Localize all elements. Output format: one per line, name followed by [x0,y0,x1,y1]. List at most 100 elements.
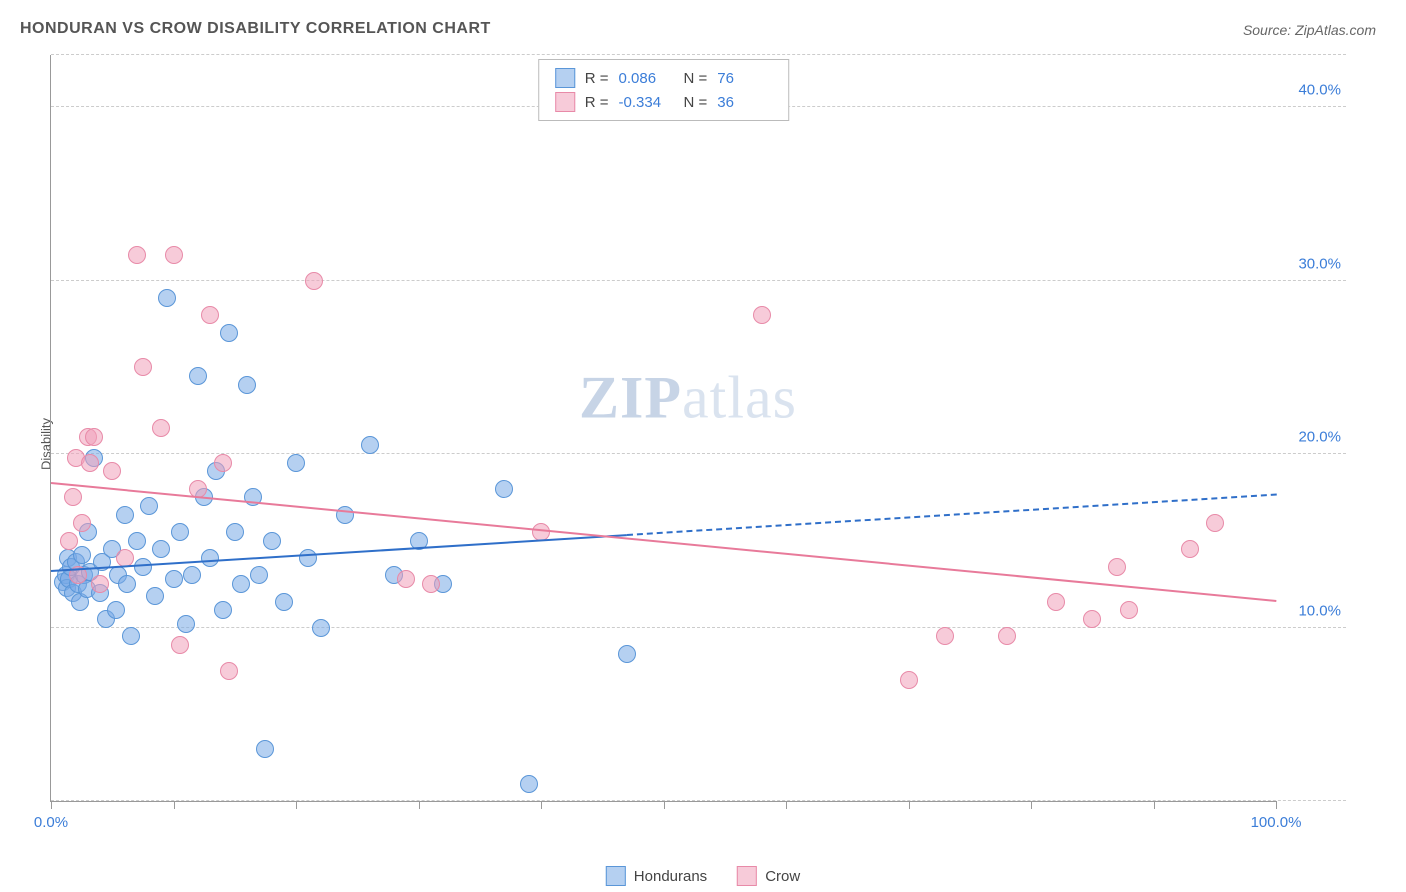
scatter-point [134,558,152,576]
gridline [51,280,1346,281]
scatter-point [495,480,513,498]
r-label: R = [585,94,609,111]
scatter-point [998,627,1016,645]
scatter-point [220,324,238,342]
scatter-point [312,619,330,637]
scatter-point [1181,540,1199,558]
r-value-crow: -0.334 [619,94,674,111]
xtick [419,801,420,809]
scatter-point [220,662,238,680]
scatter-point [1047,593,1065,611]
scatter-point [232,575,250,593]
scatter-point [256,740,274,758]
scatter-point [287,454,305,472]
ytick-label: 20.0% [1286,429,1341,446]
scatter-point [171,523,189,541]
scatter-point [275,593,293,611]
gridline [51,453,1346,454]
legend-label-crow: Crow [765,868,800,885]
source-label: Source: ZipAtlas.com [1243,22,1376,38]
scatter-point [73,546,91,564]
scatter-point [299,549,317,567]
scatter-point [146,587,164,605]
swatch-pink-icon [555,92,575,112]
scatter-point [140,497,158,515]
watermark-rest: atlas [682,365,797,431]
scatter-point [422,575,440,593]
scatter-point [103,462,121,480]
scatter-point [1108,558,1126,576]
scatter-point [91,575,109,593]
swatch-blue-icon [606,866,626,886]
scatter-point [122,627,140,645]
scatter-point [201,549,219,567]
scatter-point [361,436,379,454]
scatter-point [64,488,82,506]
scatter-point [81,454,99,472]
trendline [627,494,1276,536]
gridline [51,627,1346,628]
ytick-label: 40.0% [1286,82,1341,99]
scatter-point [118,575,136,593]
scatter-point [263,532,281,550]
chart-container: Disability R = 0.086 N = 76 R = -0.334 N… [50,55,1346,832]
xtick [174,801,175,809]
scatter-point [397,570,415,588]
gridline [51,54,1346,55]
xtick [51,801,52,809]
swatch-pink-icon [737,866,757,886]
scatter-point [128,246,146,264]
scatter-point [250,566,268,584]
plot-area: R = 0.086 N = 76 R = -0.334 N = 36 ZIPat… [50,55,1276,802]
xtick [909,801,910,809]
legend-item-crow: Crow [737,866,800,886]
xtick [296,801,297,809]
n-value-hondurans: 76 [717,70,772,87]
scatter-point [128,532,146,550]
xtick [541,801,542,809]
legend-row-hondurans: R = 0.086 N = 76 [555,66,773,90]
scatter-point [753,306,771,324]
xtick-label: 0.0% [34,814,68,831]
watermark-bold: ZIP [579,365,682,431]
scatter-point [618,645,636,663]
scatter-point [305,272,323,290]
xtick [1276,801,1277,809]
ytick-label: 10.0% [1286,602,1341,619]
gridline [51,800,1346,801]
scatter-point [107,601,125,619]
scatter-point [226,523,244,541]
scatter-point [1120,601,1138,619]
xtick [786,801,787,809]
r-label: R = [585,70,609,87]
r-value-hondurans: 0.086 [619,70,674,87]
scatter-point [152,419,170,437]
watermark: ZIPatlas [579,364,797,433]
scatter-point [177,615,195,633]
scatter-point [336,506,354,524]
scatter-point [214,454,232,472]
scatter-point [520,775,538,793]
scatter-point [134,358,152,376]
scatter-point [60,532,78,550]
scatter-point [171,636,189,654]
bottom-legend: Hondurans Crow [606,866,800,886]
scatter-point [1206,514,1224,532]
scatter-point [189,367,207,385]
scatter-point [214,601,232,619]
xtick [664,801,665,809]
scatter-point [85,428,103,446]
legend-label-hondurans: Hondurans [634,868,707,885]
scatter-point [73,514,91,532]
n-value-crow: 36 [717,94,772,111]
xtick [1031,801,1032,809]
scatter-point [1083,610,1101,628]
xtick [1154,801,1155,809]
scatter-point [116,506,134,524]
scatter-point [158,289,176,307]
scatter-point [900,671,918,689]
scatter-point [152,540,170,558]
xtick-label: 100.0% [1251,814,1302,831]
legend-item-hondurans: Hondurans [606,866,707,886]
n-label: N = [684,94,708,111]
